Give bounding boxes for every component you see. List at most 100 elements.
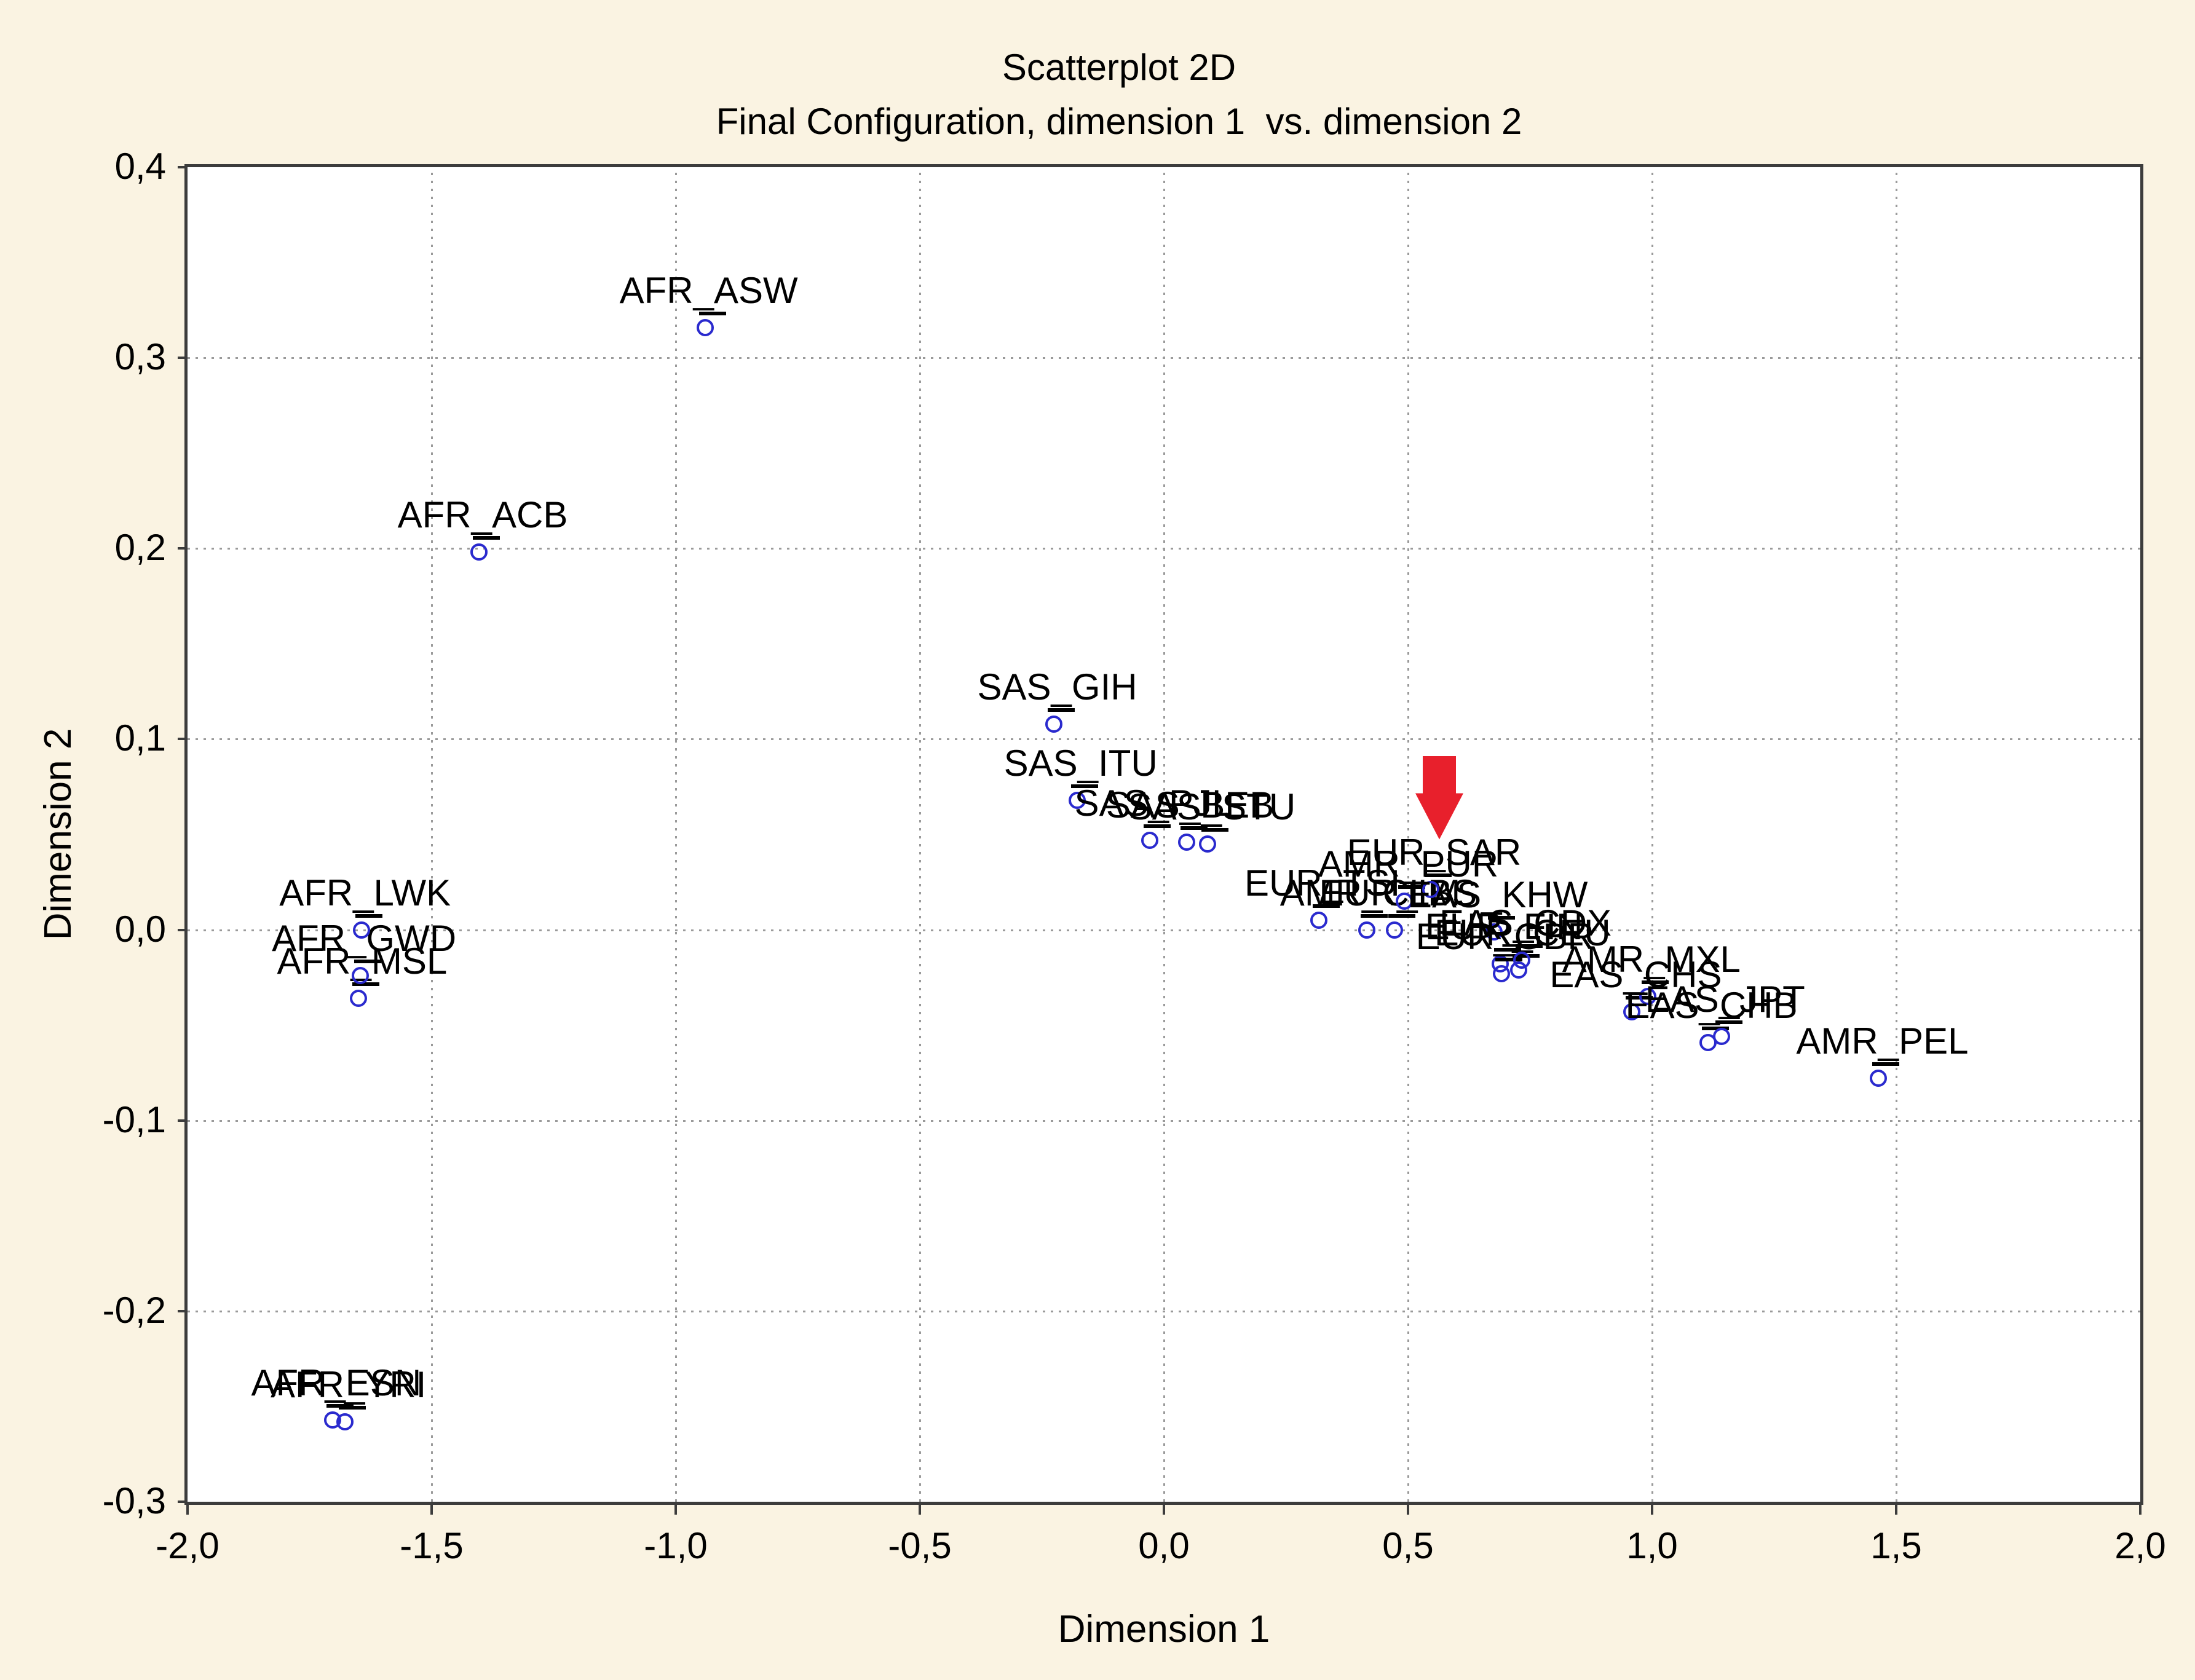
data-point-EAS_CDX: [1513, 952, 1530, 969]
point-label-dash: [1494, 948, 1522, 952]
point-label-dash: [326, 1403, 354, 1408]
point-label-SAS_STU: SAS_STU: [1127, 786, 1296, 827]
data-point-EUR_GBR: [1492, 964, 1510, 982]
point-label-EUR_FIN: EUR_FIN: [1425, 906, 1583, 948]
x-axis-title: Dimension 1: [1058, 1608, 1270, 1650]
y-tick-mark: [178, 928, 188, 931]
point-label-AFR_ASW: AFR_ASW: [619, 269, 798, 311]
point-label-dash: [1047, 708, 1075, 712]
data-point-EAS_JPT: [1712, 1028, 1730, 1046]
x-tick-label: 1,0: [1626, 1525, 1678, 1566]
data-point-AFR_LWK: [352, 921, 370, 939]
point-label-dash: [1715, 1020, 1742, 1025]
x-tick-label: -0,5: [888, 1525, 952, 1566]
data-point-SAS_STU: [1199, 835, 1217, 853]
point-label-AFR_LWK: AFR_LWK: [279, 872, 451, 913]
x-tick-label: 0,5: [1382, 1525, 1434, 1566]
point-label-AFR_ACB: AFR_ACB: [397, 494, 568, 536]
data-point-AFR_GWD: [352, 967, 370, 984]
data-point-SAS_PJL: [1141, 831, 1158, 849]
x-tick-label: 1,5: [1870, 1525, 1922, 1566]
data-point-SAS_GIH: [1045, 715, 1062, 733]
y-tick-label: 0,1: [114, 717, 166, 759]
y-tick-label: 0,2: [114, 527, 166, 569]
point-label-EAS_CHS: EAS_CHS: [1549, 953, 1722, 995]
point-label-dash: [352, 982, 379, 987]
data-point-AFR_MSL: [349, 990, 367, 1008]
point-label-SAS_ITU: SAS_ITU: [1003, 742, 1158, 784]
point-label-AMR_PUR: AMR_PUR: [1318, 843, 1499, 885]
point-label-dash: [354, 960, 382, 963]
v-gridline: [1163, 167, 1165, 1502]
x-tick-label: 2,0: [2114, 1525, 2166, 1566]
y-tick-label: 0,3: [114, 336, 166, 378]
y-tick-label: -0,3: [102, 1480, 166, 1521]
x-tick-label: 0,0: [1138, 1525, 1190, 1566]
chart-title: Scatterplot 2D: [1002, 47, 1236, 88]
x-tick-mark: [919, 1505, 921, 1515]
x-tick-label: -2,0: [156, 1525, 220, 1566]
point-label-EUR_SAR: EUR_SAR: [1347, 832, 1522, 874]
point-label-dash: [1201, 828, 1229, 832]
point-label-dash: [1872, 1062, 1900, 1067]
y-axis-title: Dimension 2: [37, 728, 79, 941]
y-tick-mark: [178, 1501, 188, 1503]
data-point-EAS_KHW: [1485, 923, 1503, 941]
point-label-dash: [1143, 824, 1171, 828]
point-label-dash: [1424, 874, 1452, 878]
point-label-dash: [338, 1405, 366, 1410]
y-tick-label: 0,0: [114, 908, 166, 950]
point-label-dash: [1398, 885, 1426, 889]
point-label-dash: [355, 913, 382, 918]
point-label-dash: [1487, 915, 1515, 920]
y-tick-label: 0,4: [114, 146, 166, 187]
v-gridline: [1896, 167, 1897, 1502]
data-point-EAS_CHS: [1623, 1003, 1641, 1020]
point-label-dash: [1516, 944, 1543, 948]
point-label-dash: [1701, 1026, 1729, 1030]
y-tick-label: -0,1: [102, 1098, 166, 1140]
data-point-AFR_ASW: [696, 318, 714, 336]
point-label-dash: [1180, 826, 1208, 830]
v-gridline: [1651, 167, 1653, 1502]
data-point-AMR_MXL: [1639, 988, 1656, 1006]
y-tick-mark: [178, 166, 188, 168]
x-tick-mark: [430, 1505, 433, 1515]
v-gridline: [675, 167, 677, 1502]
data-point-SAS_ITU: [1068, 791, 1086, 809]
x-tick-mark: [674, 1505, 677, 1515]
data-point-AMR_PUR: [1396, 893, 1414, 910]
point-label-EAS_KHW: EAS_KHW: [1407, 874, 1588, 915]
x-tick-label: -1,5: [400, 1525, 464, 1566]
data-point-EUR_IBS: [1385, 921, 1403, 939]
point-label-SAS_PJL: SAS_PJL: [1074, 782, 1233, 824]
y-tick-mark: [178, 547, 188, 550]
point-label-AFR_ESN: AFR_ESN: [251, 1362, 422, 1403]
x-tick-mark: [186, 1505, 189, 1515]
x-tick-mark: [1407, 1505, 1409, 1515]
y-tick-mark: [178, 738, 188, 741]
point-label-AMR_PEL: AMR_PEL: [1796, 1020, 1969, 1062]
v-gridline: [431, 167, 433, 1502]
y-tick-mark: [178, 1309, 188, 1312]
point-label-SAS_GIH: SAS_GIH: [977, 666, 1137, 708]
y-tick-mark: [178, 1119, 188, 1122]
x-tick-mark: [1163, 1505, 1165, 1515]
v-gridline: [919, 167, 921, 1502]
point-label-dash: [1070, 784, 1098, 788]
data-point-AFR_YRI: [336, 1413, 354, 1430]
point-label-dash: [473, 536, 500, 540]
point-label-SAS_BEB: SAS_BEB: [1105, 784, 1275, 826]
point-label-EAS_CHB: EAS_CHB: [1625, 984, 1798, 1026]
point-label-dash: [698, 311, 726, 315]
y-tick-mark: [178, 357, 188, 360]
chart-subtitle: Final Configuration, dimension 1 vs. dim…: [716, 101, 1522, 142]
v-gridline: [1407, 167, 1409, 1502]
data-point-EUR_SAR: [1422, 881, 1439, 899]
data-point-AMR_CLM: [1358, 921, 1375, 939]
point-label-EUR_GBR: EUR_GBR: [1415, 915, 1594, 957]
data-point-AMR_PEL: [1870, 1070, 1888, 1087]
x-tick-mark: [1895, 1505, 1897, 1515]
point-label-AFR_YRI: AFR_YRI: [270, 1363, 427, 1405]
